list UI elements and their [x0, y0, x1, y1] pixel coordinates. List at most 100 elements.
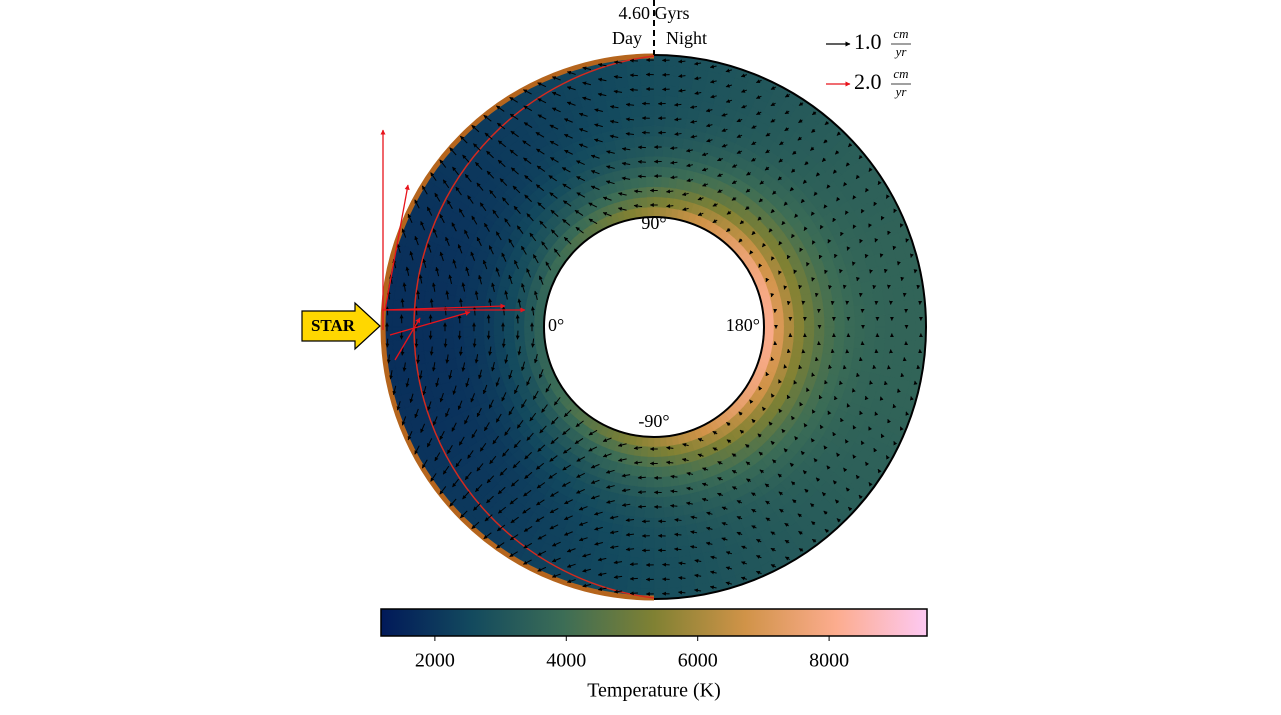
- field-cell: [653, 456, 662, 468]
- field-cell: [463, 345, 476, 358]
- field-cell: [643, 517, 655, 529]
- field-cell: [833, 336, 846, 348]
- field-cell: [462, 326, 474, 338]
- field-cell: [842, 346, 855, 359]
- field-cell: [893, 339, 906, 354]
- field-cell: [864, 315, 876, 328]
- field-cell: [462, 316, 474, 328]
- field-cell: [442, 337, 455, 350]
- field-cell: [513, 326, 525, 335]
- field-cell: [628, 85, 643, 98]
- field-cell: [442, 304, 455, 317]
- velocity-arrow: [872, 284, 877, 290]
- field-cell: [653, 145, 664, 157]
- field-cell: [641, 547, 655, 559]
- field-cell: [640, 74, 655, 87]
- field-cell: [832, 345, 845, 358]
- velocity-arrow: [913, 380, 918, 385]
- field-cell: [523, 332, 535, 341]
- field-cell: [653, 85, 667, 97]
- field-cell: [630, 176, 640, 189]
- field-cell: [646, 456, 655, 468]
- velocity-arrow: [637, 174, 646, 179]
- field-cell: [642, 527, 655, 539]
- field-cell: [503, 310, 515, 320]
- field-cell: [453, 346, 466, 359]
- field-cell: [675, 535, 689, 548]
- legend-label: 1.0: [854, 29, 882, 54]
- field-cell: [619, 535, 633, 548]
- velocity-arrow: [637, 490, 646, 495]
- field-cell: [643, 135, 655, 147]
- velocity-arrow: [385, 338, 390, 348]
- field-cell: [653, 105, 666, 117]
- field-cell: [453, 295, 466, 308]
- velocity-arrow: [637, 145, 646, 150]
- field-cell: [644, 497, 655, 509]
- field-cell: [533, 326, 545, 334]
- field-cell: [653, 578, 669, 590]
- field-cell: [402, 300, 415, 315]
- field-cell: [432, 326, 444, 339]
- velocity-arrow: [856, 372, 860, 378]
- field-cell: [665, 556, 680, 569]
- field-cell: [673, 515, 686, 528]
- velocity-arrow: [385, 306, 390, 316]
- field-cell: [637, 466, 647, 478]
- velocity-arrow: [842, 284, 847, 289]
- field-cell: [643, 125, 655, 137]
- field-cell: [844, 316, 856, 328]
- field-cell: [661, 476, 672, 488]
- field-cell: [503, 326, 515, 336]
- field-cell: [653, 557, 667, 569]
- field-cell: [443, 293, 456, 307]
- velocity-arrow: [443, 338, 448, 348]
- field-cell: [874, 326, 886, 340]
- field-cell: [675, 106, 689, 119]
- colorbar-tick-label: 6000: [678, 650, 718, 672]
- field-cell: [663, 506, 675, 519]
- field-cell: [627, 75, 642, 88]
- velocity-arrow: [814, 356, 819, 362]
- field-cell: [645, 176, 655, 188]
- field-cell: [640, 567, 655, 580]
- field-cell: [432, 337, 445, 351]
- field-cell: [773, 313, 785, 322]
- velocity-arrow: [629, 576, 638, 581]
- field-cell: [894, 326, 907, 341]
- field-cell: [625, 146, 637, 159]
- field-cell: [493, 318, 505, 328]
- field-cell: [653, 436, 661, 448]
- field-cell: [666, 75, 681, 88]
- colorbar: 2000 4000 6000 8000 Temperature (K): [380, 608, 928, 702]
- velocity-arrow: [856, 276, 860, 282]
- field-cell: [653, 176, 663, 188]
- legend-numerator: cm: [893, 66, 908, 81]
- field-cell: [423, 349, 436, 364]
- angle-tick-label: 0°: [548, 315, 564, 335]
- field-cell: [883, 301, 896, 316]
- field-cell: [647, 436, 655, 448]
- velocity-arrow: [629, 58, 638, 63]
- field-cell: [863, 303, 876, 317]
- field-cell: [513, 333, 525, 343]
- field-cell: [677, 555, 693, 568]
- field-cell: [672, 136, 685, 149]
- legend-denominator: yr: [894, 44, 908, 59]
- field-cell: [653, 135, 665, 147]
- field-cell: [617, 545, 632, 558]
- field-cell: [422, 326, 434, 340]
- field-cell: [793, 334, 805, 344]
- field-cell: [653, 507, 665, 519]
- velocity-arrow: [786, 348, 791, 354]
- velocity-arrow: [900, 372, 905, 378]
- field-cell: [882, 350, 895, 366]
- field-cell: [623, 136, 636, 149]
- field-cell: [823, 335, 835, 347]
- field-cell: [493, 309, 505, 320]
- field-cell: [653, 74, 668, 87]
- field-cell: [641, 95, 655, 107]
- field-cell: [664, 536, 678, 549]
- field-cell: [843, 305, 856, 318]
